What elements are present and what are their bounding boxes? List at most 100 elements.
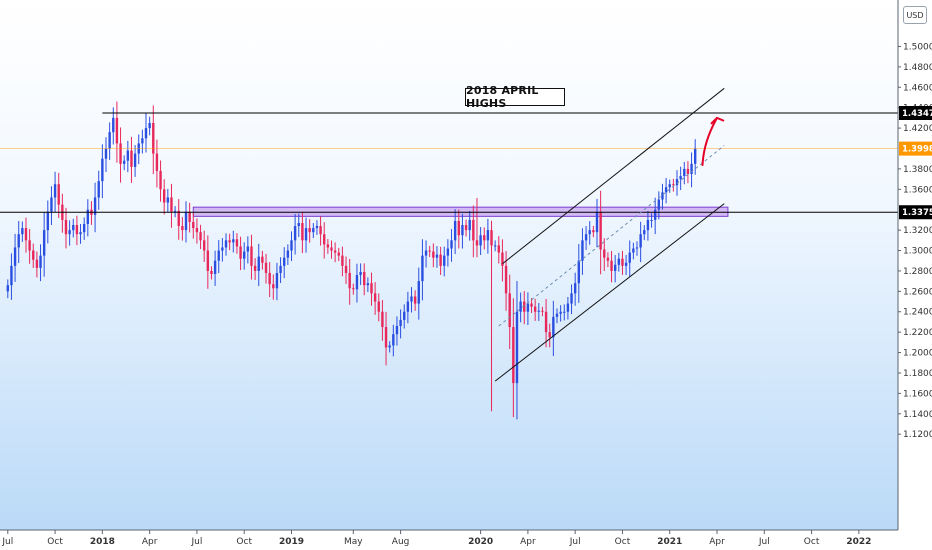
currency-badge[interactable]: USD [903, 6, 927, 24]
candle-body [686, 168, 690, 175]
candle-body [188, 211, 191, 222]
candle-body [388, 345, 391, 348]
candle-body [297, 222, 300, 227]
candle-body [468, 219, 471, 231]
candle-body [213, 260, 217, 274]
candle-body [377, 301, 380, 312]
candle-body [6, 285, 9, 292]
candle-body [592, 230, 595, 233]
candle-body [166, 197, 170, 203]
candle-body [559, 311, 562, 314]
candle-body [588, 230, 591, 235]
candle-body [42, 230, 46, 256]
candle-body [632, 248, 635, 253]
candle-body [115, 117, 119, 144]
candle-body [315, 226, 319, 229]
channel-upper-line [502, 87, 725, 265]
candle-body [286, 250, 290, 258]
candle-body [195, 228, 199, 233]
candle-body [392, 334, 395, 346]
candle-body [413, 296, 417, 304]
candle-body [50, 197, 53, 212]
candle-body [64, 219, 68, 235]
candle-body [162, 189, 166, 203]
candle-body [450, 240, 453, 249]
x-tick-label: Apr [520, 537, 536, 547]
candle-body [28, 240, 31, 251]
candle-body [544, 311, 548, 333]
candle-body [533, 306, 537, 312]
y-tick-label: 1.50000 [903, 42, 932, 52]
x-tick-label: Apr [142, 537, 158, 547]
price-tag [899, 106, 932, 120]
candle-body [548, 332, 551, 338]
candle-body [290, 240, 293, 251]
price-tag-label: 1.43479 [902, 109, 932, 119]
channel-lower-line [494, 203, 725, 382]
candle-body [373, 293, 377, 302]
candle-body [675, 179, 679, 186]
time-axis[interactable]: Jul Oct 2018 Apr Jul Oct 2019 May Aug 2020 Apr Jul O… [1, 530, 871, 547]
candle-body [370, 283, 373, 294]
candle-body [141, 138, 144, 144]
x-tick-label: 2019 [279, 537, 304, 547]
candle-body [363, 271, 366, 286]
candle-body [646, 219, 650, 231]
x-tick-label: 2018 [90, 537, 115, 547]
y-tick-label: 1.16000 [903, 389, 932, 399]
candle-body [148, 122, 151, 129]
candle-body [475, 240, 479, 246]
candle-body [173, 210, 177, 212]
price-tag [899, 205, 932, 220]
candle-body [112, 117, 115, 133]
candle-body [326, 244, 330, 248]
candle-body [108, 132, 111, 149]
candle-body [668, 184, 671, 188]
candle-body [57, 184, 60, 205]
candle-body [264, 262, 268, 273]
candle-body [508, 293, 511, 328]
candle-body [515, 311, 519, 384]
y-tick-label: 1.24000 [903, 308, 932, 318]
x-tick-label: 2022 [846, 537, 871, 547]
candle-body [483, 235, 486, 241]
candle-body [424, 250, 428, 256]
candle-body [486, 230, 490, 241]
annotation-label: 2018 APRIL HIGHS [465, 84, 565, 110]
candle-body [693, 148, 697, 164]
candle-body [319, 226, 322, 235]
candle-body [661, 192, 664, 200]
y-tick-label: 1.30000 [903, 247, 932, 257]
candle-body [228, 240, 231, 243]
candle-body [472, 219, 475, 241]
candle-body [170, 197, 173, 212]
x-tick-label: 2021 [657, 537, 682, 547]
candle-body [122, 160, 126, 164]
y-tick-label: 1.18000 [903, 369, 932, 379]
candle-body [155, 153, 159, 171]
candle-body [519, 301, 522, 312]
y-tick-label: 1.20000 [903, 349, 932, 359]
x-tick-label: Jul [569, 537, 581, 547]
candle-body [410, 296, 413, 302]
candle-body [21, 228, 24, 235]
time-axis-bg [0, 530, 932, 550]
candle-body [272, 284, 275, 289]
candle-body [246, 246, 250, 252]
candle-body [224, 240, 228, 248]
candle-body [512, 327, 515, 384]
x-tick-label: Aug [392, 537, 410, 547]
candle-body [573, 283, 577, 294]
candle-body [526, 303, 530, 312]
candle-body [97, 181, 100, 198]
y-tick-label: 1.14000 [903, 410, 932, 420]
candle-body [683, 168, 686, 177]
candle-body [504, 265, 508, 294]
candle-body [86, 209, 90, 224]
candle-body [428, 250, 431, 252]
candle-body [432, 251, 435, 258]
candle-body [10, 265, 13, 286]
